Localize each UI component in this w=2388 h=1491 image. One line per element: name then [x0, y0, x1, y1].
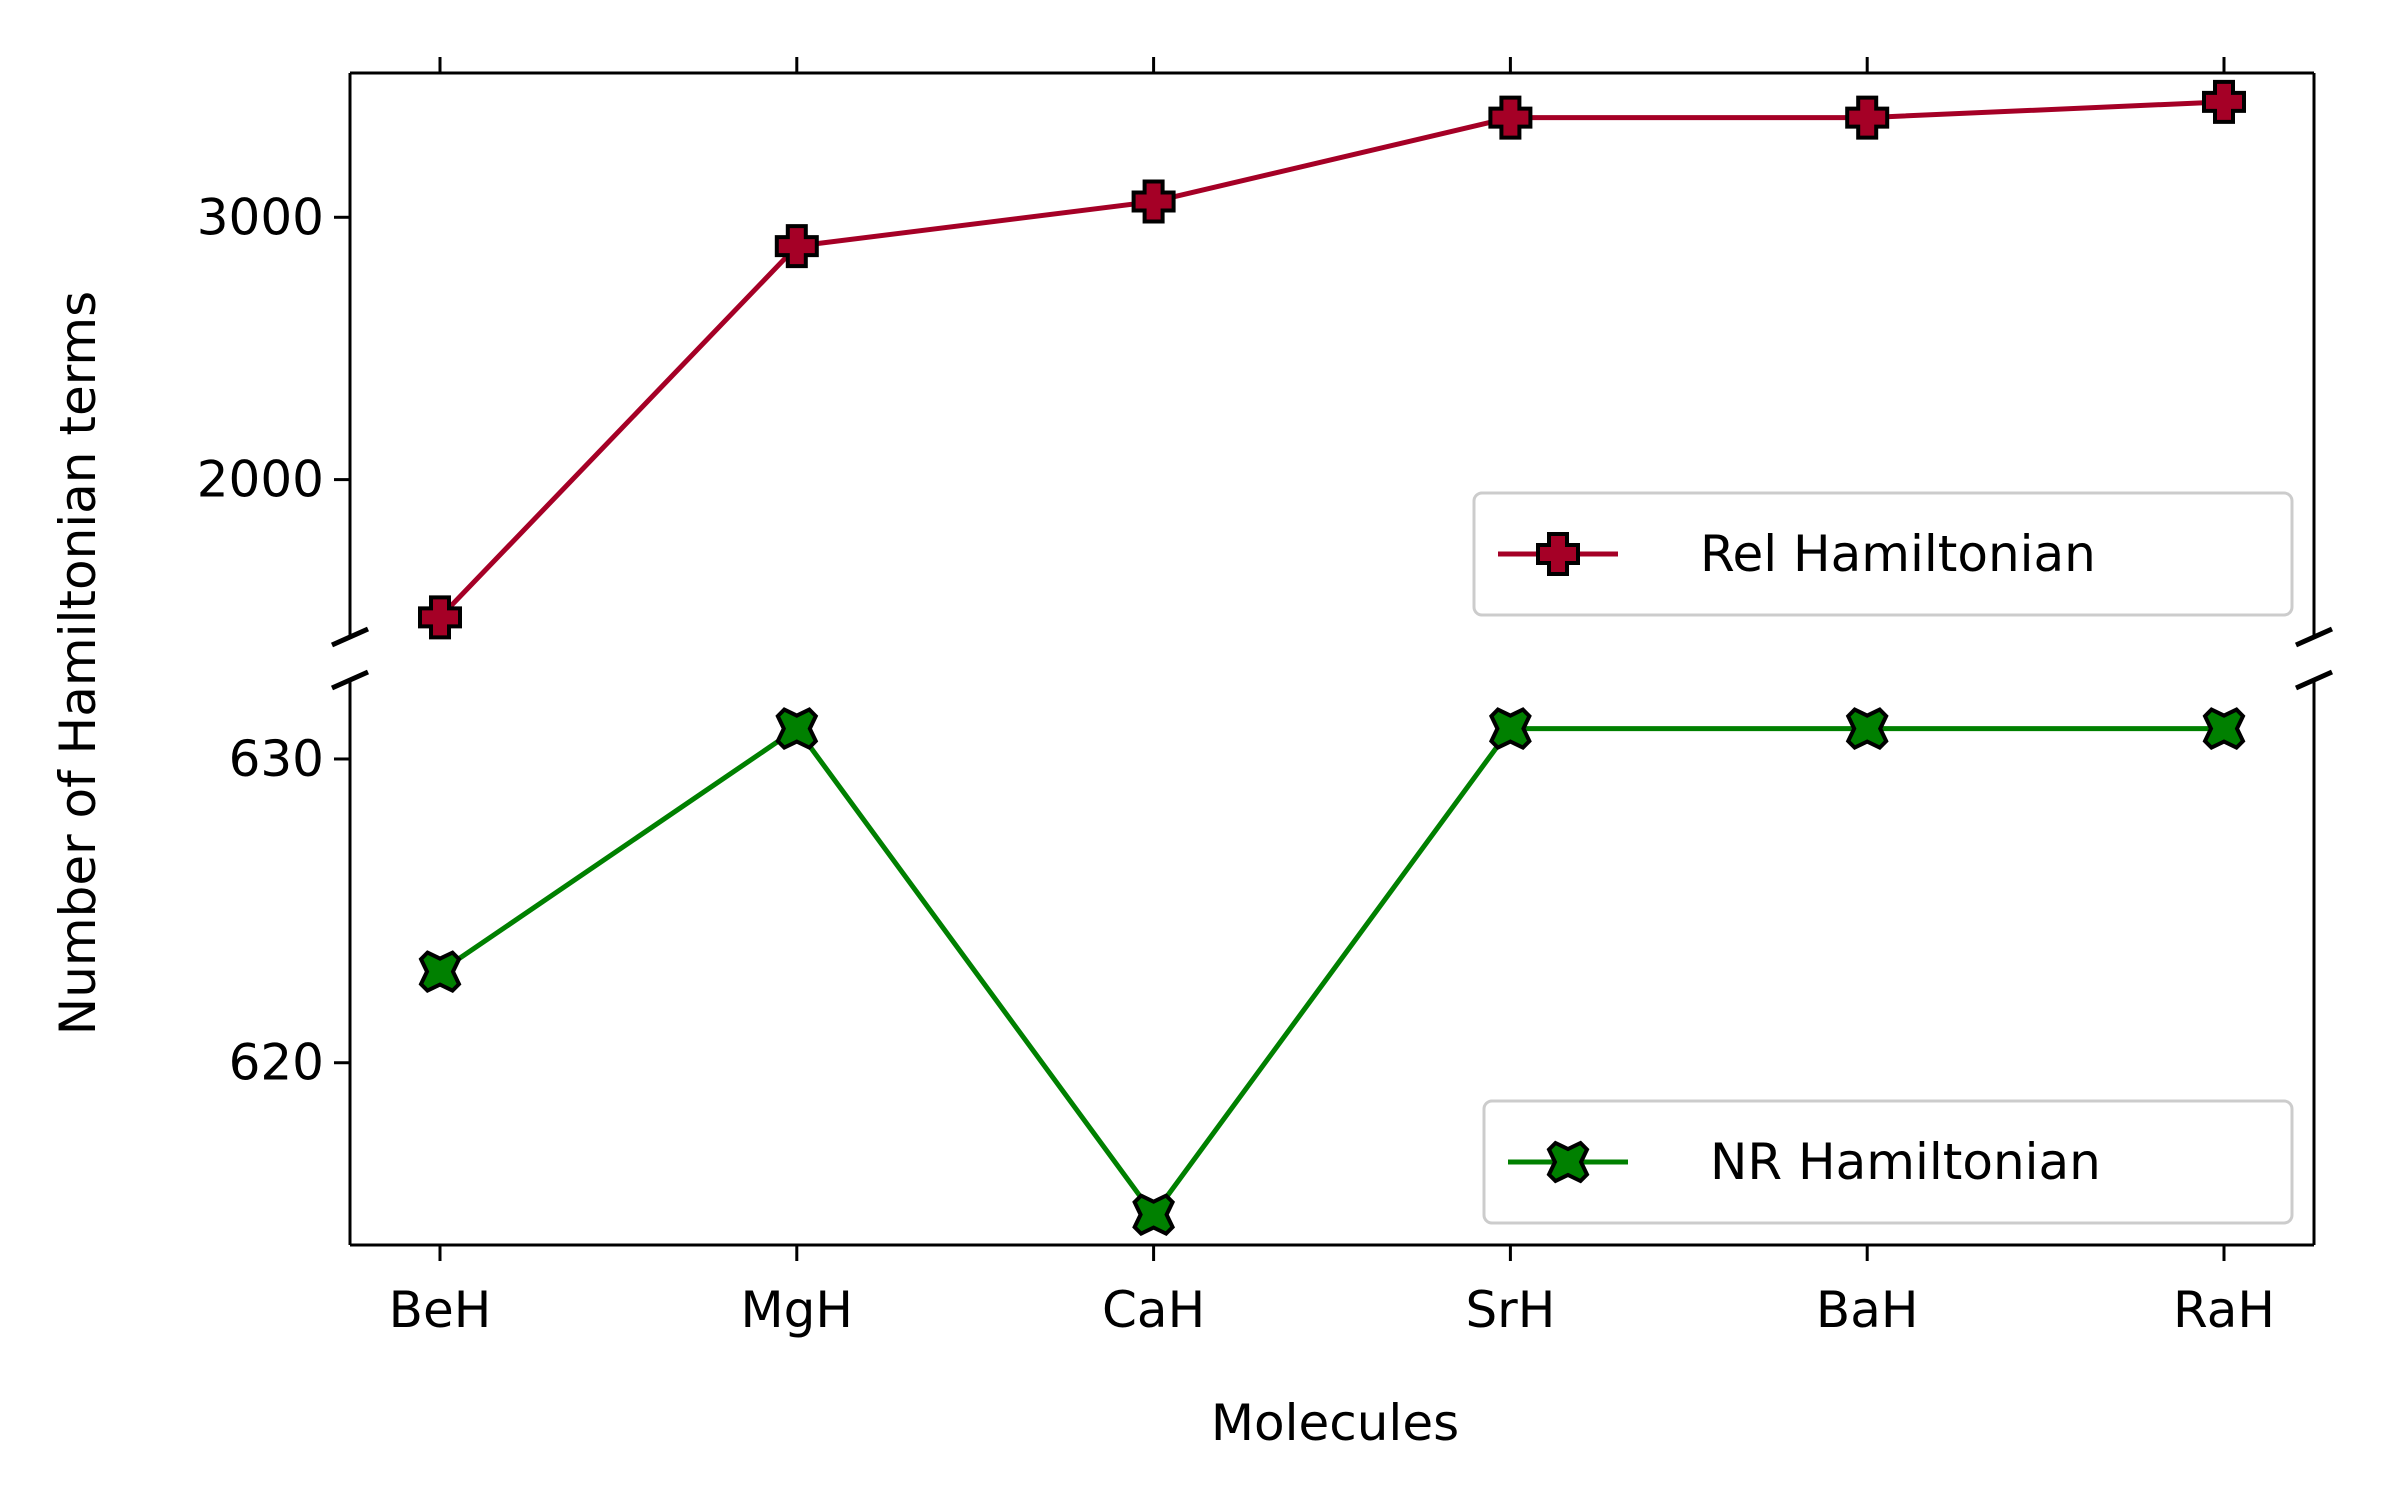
series-line — [438, 99, 2225, 620]
y-axis-label: Number of Hamiltonian terms — [49, 291, 107, 1035]
data-point — [1131, 179, 1176, 224]
data-point — [1845, 707, 1889, 751]
upper-panel: 2000 3000 Rel Hamiltonian — [197, 57, 2334, 648]
data-point — [775, 707, 819, 751]
y-tick-label: 630 — [229, 730, 324, 788]
series-line — [438, 726, 2224, 1218]
legend-box — [1482, 1099, 2294, 1225]
data-point — [418, 595, 462, 640]
x-tick-label: BaH — [1816, 1281, 1919, 1339]
data-point — [1132, 1193, 1176, 1237]
axis-break-mark — [2294, 626, 2334, 648]
x-axis-label: Molecules — [1211, 1394, 1459, 1452]
data-point — [1845, 95, 1890, 140]
legend-marker — [1536, 532, 1580, 576]
x-tick-label: SrH — [1465, 1281, 1555, 1339]
x-tick-label: MgH — [741, 1281, 853, 1339]
x-tick-label: BeH — [389, 1281, 492, 1339]
x-tick-label: CaH — [1102, 1281, 1205, 1339]
data-point — [2202, 707, 2246, 751]
x-axis: BeH MgH CaH SrH BaH RaH — [389, 1245, 2275, 1339]
legend-box — [1472, 491, 2294, 617]
data-point — [1488, 95, 1533, 140]
legend-marker — [1546, 1140, 1590, 1184]
legend-label: Rel Hamiltonian — [1700, 525, 2096, 583]
y-tick-label: 2000 — [197, 451, 324, 509]
data-point — [2202, 79, 2246, 124]
data-point — [1488, 707, 1532, 751]
y-tick-label: 3000 — [197, 188, 324, 246]
legend-label: NR Hamiltonian — [1710, 1133, 2101, 1191]
data-point — [774, 224, 819, 269]
axis-break-mark — [330, 669, 370, 691]
y-tick-label: 620 — [229, 1034, 324, 1092]
axis-break-mark — [330, 626, 370, 648]
axis-break-mark — [2294, 669, 2334, 691]
lower-panel: 620 630 NR Hamiltonian — [229, 669, 2334, 1247]
data-point — [418, 950, 462, 994]
x-tick-label: RaH — [2173, 1281, 2275, 1339]
